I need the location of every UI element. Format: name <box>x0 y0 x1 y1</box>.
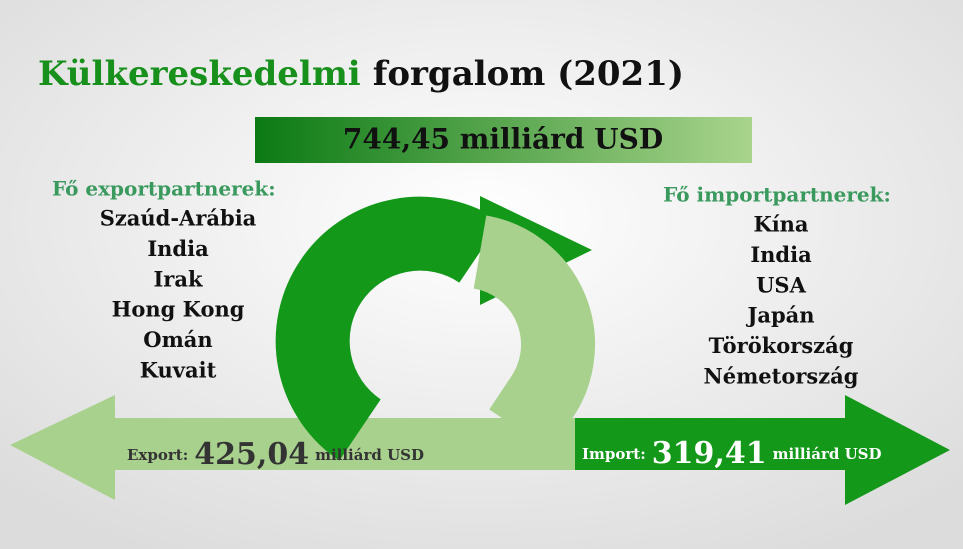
import-partner: Kína <box>753 212 808 237</box>
export-partner: Hong Kong <box>112 297 245 322</box>
import-partner: USA <box>756 272 806 297</box>
export-text: Export: 425,04 milliárd USD <box>127 437 424 472</box>
total-bar <box>255 117 752 163</box>
export-heading: Fő exportpartnerek: <box>52 177 276 201</box>
export-label: Export: <box>127 446 188 464</box>
import-amount: 319,41 <box>652 436 767 471</box>
title: Külkereskedelmi forgalom (2021) <box>38 54 684 94</box>
import-partner: Törökország <box>709 333 854 358</box>
export-amount: 425,04 <box>194 437 309 472</box>
title-rest: forgalom (2021) <box>373 54 684 94</box>
export-partner: India <box>147 236 209 261</box>
total: 744,45 milliárd USD <box>343 123 663 156</box>
import-text: Import: 319,41 milliárd USD <box>582 436 882 471</box>
title-highlight: Külkereskedelmi <box>38 54 361 94</box>
cycle-light <box>472 215 595 451</box>
export-partner: Irak <box>153 266 202 291</box>
import-partner: Japán <box>745 303 814 328</box>
export-unit: milliárd USD <box>315 446 424 464</box>
cycle-dark <box>275 196 501 461</box>
import-arrow <box>575 395 950 505</box>
export-partner: Kuvait <box>140 358 217 383</box>
import-partner: Németország <box>704 364 859 389</box>
import-unit: milliárd USD <box>773 445 882 463</box>
partner-lists: Szaúd-Arábia India Irak Hong Kong Omán Kuvait… <box>100 206 859 389</box>
import-heading: Fő importpartnerek: <box>663 183 891 207</box>
export-arrow <box>10 395 610 500</box>
import-partner: India <box>750 242 812 267</box>
import-label: Import: <box>582 445 646 463</box>
export-partner: Szaúd-Arábia <box>100 206 257 231</box>
export-partner: Omán <box>143 327 212 352</box>
